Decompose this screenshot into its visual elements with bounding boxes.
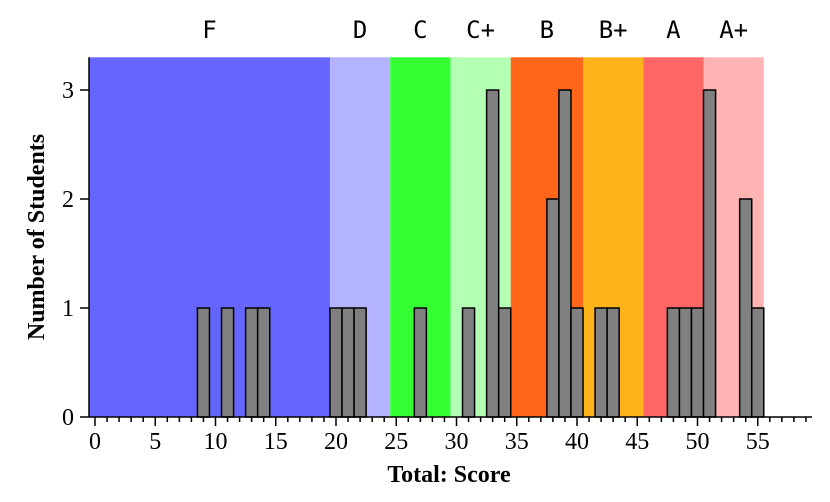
bar-score-20 xyxy=(329,307,343,418)
x-tick-label: 50 xyxy=(686,429,710,455)
y-tick-label: 0 xyxy=(62,405,74,431)
grade-label-b-plus: B+ xyxy=(599,16,628,44)
x-tick-label: 30 xyxy=(445,429,469,455)
bar-score-48 xyxy=(666,307,681,418)
bar-score-49 xyxy=(678,307,693,418)
x-tick-label: 45 xyxy=(625,429,649,455)
bar-score-39 xyxy=(558,89,572,418)
bar-score-43 xyxy=(606,307,620,418)
grade-label-b: B xyxy=(540,16,554,44)
bar-score-33 xyxy=(485,89,500,418)
bar-score-22 xyxy=(353,307,367,418)
x-tick-label: 5 xyxy=(149,429,161,455)
grade-label-a-plus: A+ xyxy=(719,16,748,44)
axes: 0 5 10 15 20 25 30 35 40 45 50 55 0 1 2 3 xyxy=(62,57,812,455)
bar-score-38 xyxy=(546,198,560,418)
histogram-bars xyxy=(196,89,765,418)
bar-score-51 xyxy=(702,89,717,418)
bar-score-11 xyxy=(220,307,235,418)
bar-score-21 xyxy=(341,307,355,418)
x-tick-label: 25 xyxy=(384,429,408,455)
grade-label-f: F xyxy=(202,16,216,44)
y-tick-label: 2 xyxy=(62,187,74,213)
y-tick-label: 3 xyxy=(62,78,74,104)
bar-score-55 xyxy=(750,307,765,418)
grade-label-c: C xyxy=(413,16,427,44)
bar-score-50 xyxy=(690,307,705,418)
x-tick-label: 40 xyxy=(565,429,589,455)
bar-score-54 xyxy=(738,198,753,418)
grade-labels: F D C C+ B B+ A A+ xyxy=(202,16,748,44)
grade-label-a: A xyxy=(666,16,681,44)
x-tick-label: 20 xyxy=(324,429,348,455)
grade-label-c-plus: C+ xyxy=(466,16,495,44)
grade-label-d: D xyxy=(353,16,367,44)
bar-score-13 xyxy=(244,307,259,418)
x-tick-label: 55 xyxy=(746,429,770,455)
bar-score-14 xyxy=(256,307,271,418)
x-axis-title: Total: Score xyxy=(387,462,511,488)
bar-score-34 xyxy=(497,307,512,418)
x-tick-label: 10 xyxy=(204,429,228,455)
bar-score-9 xyxy=(196,307,211,418)
y-tick-label: 1 xyxy=(62,296,74,322)
x-tick-label: 0 xyxy=(89,429,101,455)
bar-score-40 xyxy=(570,307,584,418)
bar-score-42 xyxy=(594,307,608,418)
bar-score-31 xyxy=(461,307,476,418)
bar-score-27 xyxy=(413,307,428,418)
y-axis-title: Number of Students xyxy=(24,134,50,340)
x-tick-label: 15 xyxy=(264,429,288,455)
x-tick-label: 35 xyxy=(505,429,529,455)
